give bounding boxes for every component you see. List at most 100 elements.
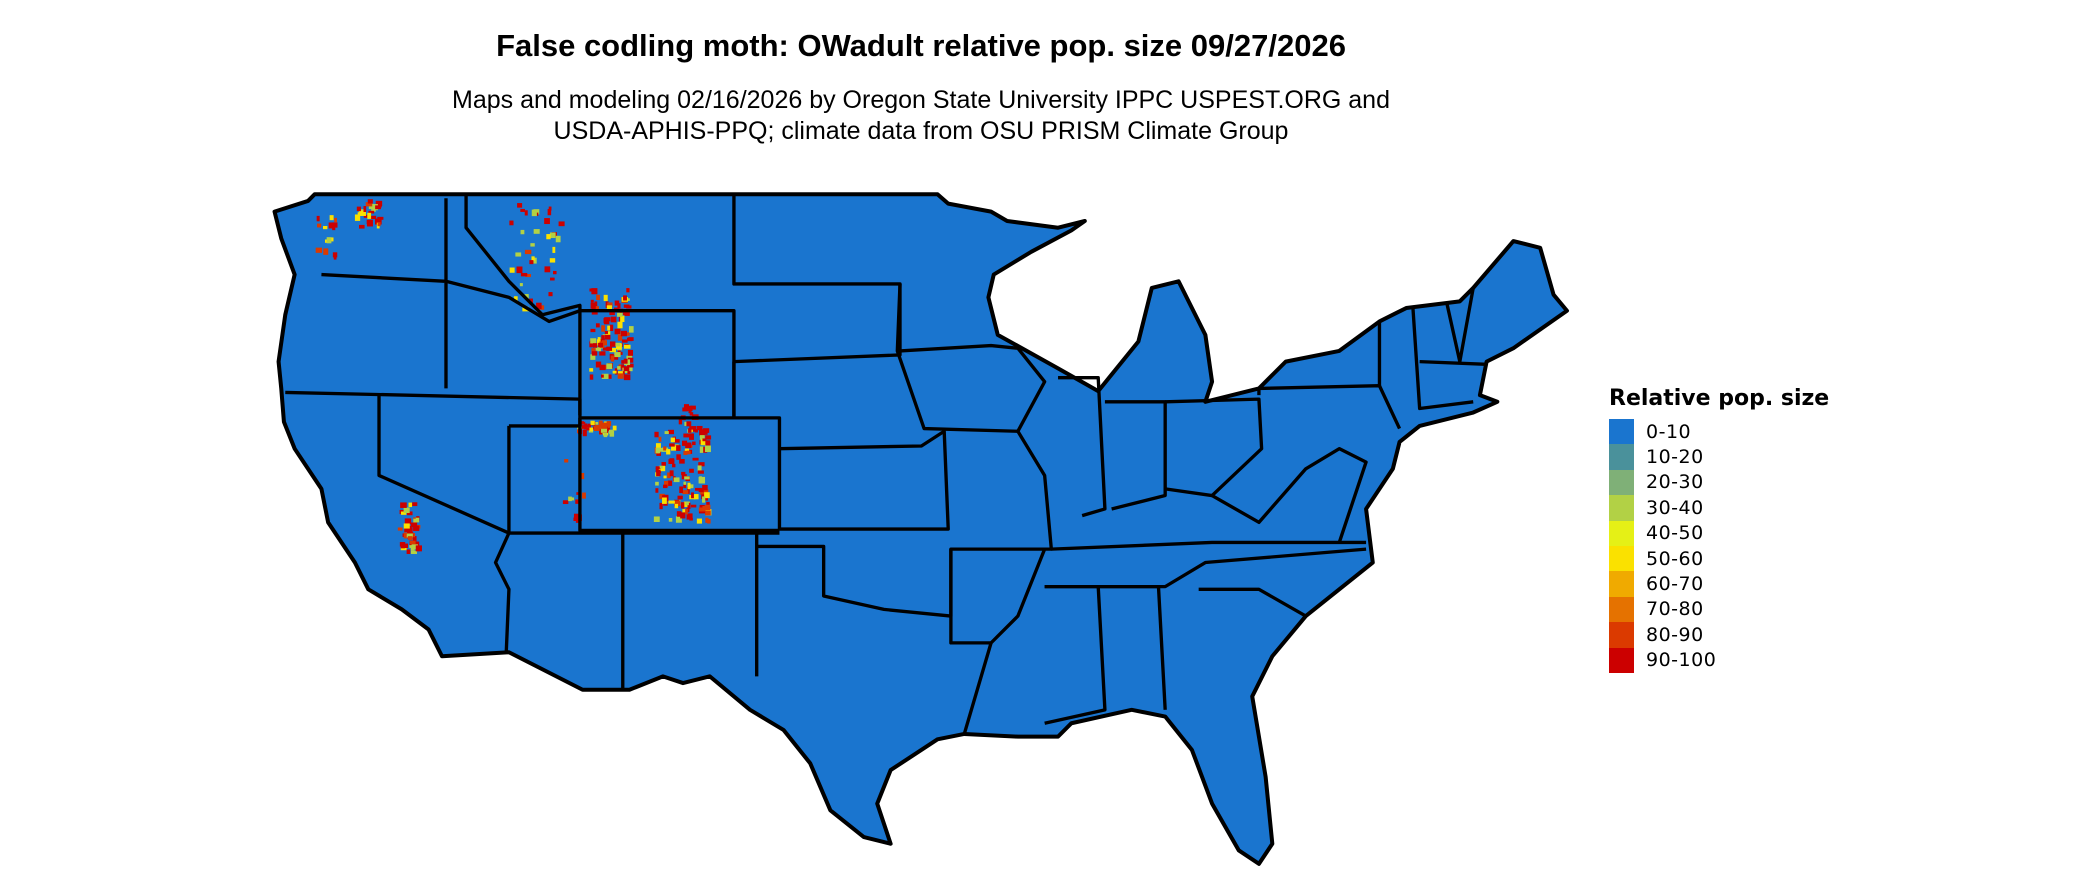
hotspot-cell xyxy=(513,296,518,303)
legend-item: 20-30 xyxy=(1609,469,1829,496)
hotspot-cell xyxy=(696,518,702,524)
hotspot-cell xyxy=(699,446,704,453)
hotspot-cell xyxy=(683,450,688,456)
hotspot-cell xyxy=(628,326,634,333)
hotspot-cell xyxy=(705,517,709,523)
hotspot-cell xyxy=(595,361,602,368)
hotspot-cell xyxy=(687,482,691,490)
hotspot-cell xyxy=(601,325,606,332)
hotspot-cell xyxy=(694,429,698,433)
hotspot-cell xyxy=(589,341,593,348)
hotspot-cell xyxy=(606,425,611,429)
hotspot-cell xyxy=(406,533,413,538)
legend-swatch xyxy=(1609,419,1634,445)
hotspot-cell xyxy=(533,229,540,234)
hotspot-cell xyxy=(600,422,608,429)
legend-swatch xyxy=(1609,520,1634,546)
hotspot-cell xyxy=(682,509,686,513)
hotspot-cell xyxy=(600,374,604,378)
hotspot-cell xyxy=(689,426,694,430)
hotspot-cell xyxy=(617,312,623,317)
hotspot-cell xyxy=(705,435,712,440)
hotspot-cell xyxy=(590,302,597,309)
hotspot-cell xyxy=(400,502,407,508)
hotspot-cell xyxy=(603,430,608,438)
hotspot-cell xyxy=(413,541,420,546)
hotspot-cell xyxy=(627,371,631,375)
hotspot-cell xyxy=(700,439,706,446)
hotspot-cell xyxy=(663,502,668,506)
hotspot-cell xyxy=(406,549,411,554)
hotspot-cell xyxy=(366,219,373,225)
hotspot-cell xyxy=(684,476,690,480)
hotspot-cell xyxy=(536,302,542,310)
hotspot-cell xyxy=(409,540,416,545)
hotspot-cell xyxy=(408,502,413,508)
hotspot-cell xyxy=(412,502,418,507)
hotspot-cell xyxy=(354,214,361,221)
hotspot-cell xyxy=(611,355,619,360)
hotspot-cell xyxy=(517,203,523,208)
hotspot-cell xyxy=(623,366,630,372)
hotspot-cell xyxy=(655,488,659,493)
hotspot-cell xyxy=(655,447,661,454)
hotspot-cell xyxy=(329,215,334,221)
hotspot-cell xyxy=(607,325,611,331)
legend-swatch xyxy=(1609,545,1634,572)
hotspot-cell xyxy=(668,500,675,504)
hotspot-cell xyxy=(404,518,412,525)
hotspot-cell xyxy=(683,481,687,485)
legend-label: 50-60 xyxy=(1646,547,1704,570)
hotspot-cell xyxy=(608,429,614,434)
hotspot-cell xyxy=(520,229,525,235)
hotspot-cell xyxy=(520,272,528,277)
legend-label: 40-50 xyxy=(1646,522,1704,545)
hotspot-cell xyxy=(371,209,376,212)
legend-label: 30-40 xyxy=(1646,496,1704,519)
hotspot-cell xyxy=(655,443,661,449)
hotspot-cell xyxy=(406,511,413,516)
hotspot-cell xyxy=(699,504,705,509)
hotspot-cell xyxy=(403,523,410,529)
hotspot-cell xyxy=(375,205,381,210)
hotspot-cell xyxy=(591,348,596,354)
hotspot-cell xyxy=(673,477,680,483)
hotspot-cell xyxy=(685,442,692,449)
hotspot-cell xyxy=(603,294,608,302)
hotspot-cell xyxy=(623,311,627,316)
hotspot-cell xyxy=(548,206,552,211)
hotspot-cell xyxy=(692,457,699,461)
hotspot-cell xyxy=(370,215,377,220)
hotspot-cell xyxy=(668,429,675,435)
hotspot-cell xyxy=(546,234,551,240)
hotspot-cell xyxy=(704,492,710,499)
hotspot-cell xyxy=(617,348,621,355)
hotspot-cell xyxy=(658,436,662,442)
hotspot-cell xyxy=(673,439,680,443)
hotspot-cell xyxy=(409,545,413,548)
hotspot-cell xyxy=(699,435,705,440)
hotspot-cell xyxy=(580,472,585,480)
hotspot-cell xyxy=(612,370,617,374)
hotspot-cell xyxy=(617,334,623,341)
hotspot-cell xyxy=(626,288,630,293)
hotspot-cell xyxy=(624,358,628,364)
legend: Relative pop. size 0-10 10-20 20-30 30-40 40… xyxy=(1609,386,1829,673)
hotspot-cell xyxy=(509,267,515,273)
hotspot-cell xyxy=(596,294,600,301)
legend-label: 70-80 xyxy=(1646,598,1704,621)
hotspot-cell xyxy=(627,363,634,368)
hotspot-cell xyxy=(609,341,616,347)
hotspot-cell xyxy=(516,266,523,274)
hotspot-cell xyxy=(697,465,702,472)
hotspot-cell xyxy=(617,303,621,309)
hotspot-cell xyxy=(326,237,332,244)
hotspot-cell xyxy=(604,331,609,334)
hotspot-cell xyxy=(411,544,418,550)
hotspot-cell xyxy=(617,321,623,329)
hotspot-cell xyxy=(617,373,624,379)
hotspot-cell xyxy=(581,425,588,429)
hotspot-cell xyxy=(703,431,708,435)
hotspot-cell xyxy=(533,257,537,264)
